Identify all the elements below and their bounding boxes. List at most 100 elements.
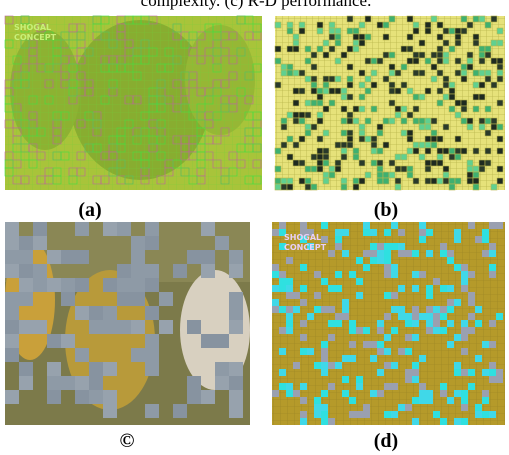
block <box>335 88 341 94</box>
block <box>431 52 437 58</box>
block <box>485 76 491 82</box>
block <box>407 58 413 64</box>
block <box>491 16 497 22</box>
block <box>489 320 496 327</box>
block <box>305 166 311 172</box>
block <box>272 271 279 278</box>
block <box>425 118 431 124</box>
block <box>341 178 347 184</box>
block <box>496 222 503 229</box>
block <box>496 369 503 376</box>
block <box>356 292 363 299</box>
block <box>482 229 489 236</box>
block <box>311 100 317 106</box>
block <box>431 76 437 82</box>
block <box>365 118 371 124</box>
block <box>437 70 443 76</box>
block <box>391 292 398 299</box>
block <box>426 313 433 320</box>
block <box>425 136 431 142</box>
block <box>383 52 389 58</box>
block <box>449 94 455 100</box>
block <box>383 172 389 178</box>
block <box>461 404 468 411</box>
block <box>335 313 342 320</box>
block <box>305 130 311 136</box>
block <box>314 306 321 313</box>
block <box>335 285 342 292</box>
block <box>359 82 365 88</box>
block <box>497 70 503 76</box>
block <box>371 160 377 166</box>
block <box>317 28 323 34</box>
block <box>321 404 328 411</box>
block <box>370 257 377 264</box>
block <box>433 306 440 313</box>
panel-label: (a) <box>78 199 101 221</box>
block <box>497 124 503 130</box>
block <box>293 100 299 106</box>
block <box>145 264 159 278</box>
block <box>347 142 353 148</box>
block <box>75 306 89 320</box>
block <box>307 348 314 355</box>
block <box>279 306 286 313</box>
block <box>371 58 377 64</box>
block <box>328 334 335 341</box>
block <box>299 88 305 94</box>
block <box>300 299 307 306</box>
block <box>19 292 33 306</box>
block <box>419 154 425 160</box>
block <box>489 250 496 257</box>
block <box>384 334 391 341</box>
block <box>468 299 475 306</box>
block <box>201 334 215 348</box>
block <box>370 243 377 250</box>
block <box>426 306 433 313</box>
block <box>447 257 454 264</box>
block <box>413 148 419 154</box>
block <box>419 271 426 278</box>
block <box>75 250 89 264</box>
block <box>293 306 300 313</box>
block <box>145 334 159 348</box>
block <box>479 160 485 166</box>
block <box>287 154 293 160</box>
block <box>286 313 293 320</box>
block <box>426 327 433 334</box>
panel-label: (b) <box>374 199 398 221</box>
block <box>131 292 145 306</box>
block <box>447 341 454 348</box>
block <box>384 250 391 257</box>
block <box>363 404 370 411</box>
block <box>275 46 281 52</box>
block <box>363 327 370 334</box>
block <box>419 397 426 404</box>
block <box>229 390 243 404</box>
block <box>359 130 365 136</box>
block <box>19 236 33 250</box>
block <box>347 112 353 118</box>
block <box>75 376 89 390</box>
block <box>349 320 356 327</box>
block <box>329 46 335 52</box>
block <box>467 52 473 58</box>
block <box>19 278 33 292</box>
block <box>293 70 299 76</box>
block <box>383 34 389 40</box>
block <box>341 142 347 148</box>
block <box>440 306 447 313</box>
block <box>440 285 447 292</box>
block <box>145 278 159 292</box>
block <box>398 243 405 250</box>
block <box>491 58 497 64</box>
block <box>215 334 229 348</box>
block <box>412 397 419 404</box>
block <box>335 34 341 40</box>
svg-text:CONCEPT: CONCEPT <box>14 33 57 42</box>
block <box>479 70 485 76</box>
block <box>391 362 398 369</box>
block <box>433 411 440 418</box>
block <box>447 397 454 404</box>
block <box>328 383 335 390</box>
